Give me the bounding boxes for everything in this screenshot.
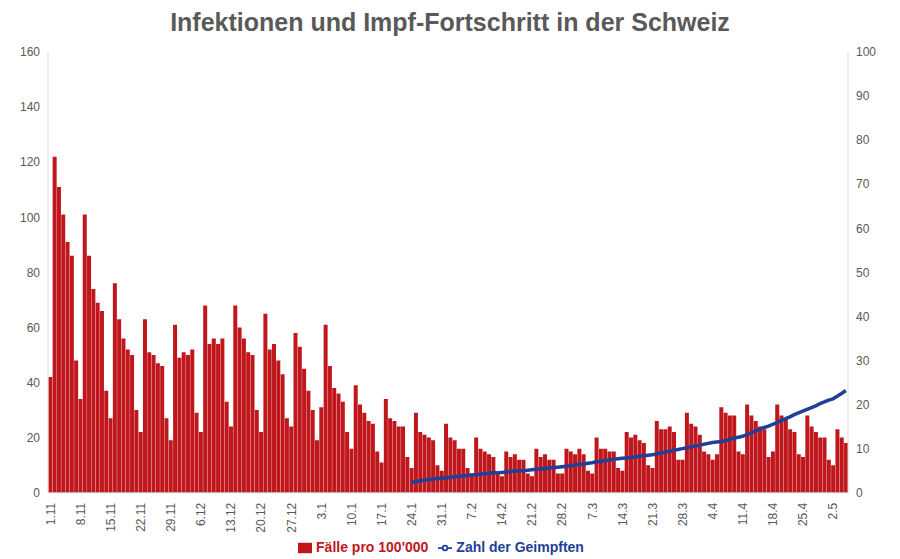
svg-text:30: 30 [856,354,870,368]
svg-text:14.3: 14.3 [616,502,630,526]
svg-text:70: 70 [856,177,870,191]
svg-text:20: 20 [856,398,870,412]
svg-text:7.3: 7.3 [586,502,600,519]
svg-text:14.2: 14.2 [495,502,509,526]
svg-text:80: 80 [27,266,41,280]
html-text:Zahl der Geimpften: Zahl der Geimpften [456,538,584,555]
svg-text:28.2: 28.2 [555,502,569,526]
svg-text:8.11: 8.11 [74,502,88,525]
svg-text:22.11: 22.11 [134,502,148,531]
svg-text:100: 100 [856,45,876,59]
svg-text:21.2: 21.2 [525,502,539,526]
svg-text:40: 40 [856,310,870,324]
svg-text:40: 40 [27,376,41,390]
svg-text:29.11: 29.11 [164,502,178,531]
svg-text:90: 90 [856,89,870,103]
svg-text:160: 160 [20,45,40,59]
svg-text:28.3: 28.3 [676,502,690,526]
svg-text:100: 100 [20,211,40,225]
svg-text:4.4: 4.4 [706,502,720,519]
svg-text:24.1: 24.1 [405,502,419,526]
svg-text:6.12: 6.12 [194,502,208,526]
svg-text:10: 10 [856,442,870,456]
svg-text:60: 60 [27,321,41,335]
svg-text:80: 80 [856,133,870,147]
svg-text:0: 0 [33,486,40,500]
svg-text:20.12: 20.12 [254,502,268,532]
svg-text:120: 120 [20,155,40,169]
svg-text:1.11: 1.11 [44,502,58,525]
html-text:Infektionen und Impf-Fortschri: Infektionen und Impf-Fortschritt in der … [170,8,730,36]
html-text:Fälle pro 100'000: Fälle pro 100'000 [316,538,429,555]
svg-text:31.1: 31.1 [435,502,449,526]
svg-text:7.2: 7.2 [465,502,479,519]
svg-text:15.11: 15.11 [104,502,118,531]
svg-text:13.12: 13.12 [224,502,238,532]
svg-text:17.1: 17.1 [375,502,389,526]
svg-text:21.3: 21.3 [646,502,660,526]
svg-text:11.4: 11.4 [736,502,750,525]
svg-text:27.12: 27.12 [285,502,299,532]
svg-text:10.1: 10.1 [345,502,359,526]
svg-text:60: 60 [856,222,870,236]
svg-text:140: 140 [20,100,40,114]
svg-text:3.1: 3.1 [315,502,329,519]
svg-text:2.5: 2.5 [826,502,840,519]
svg-text:0: 0 [856,486,863,500]
svg-text:25.4: 25.4 [796,502,810,526]
svg-text:50: 50 [856,266,870,280]
svg-text:18.4: 18.4 [766,502,780,526]
svg-text:20: 20 [27,431,41,445]
